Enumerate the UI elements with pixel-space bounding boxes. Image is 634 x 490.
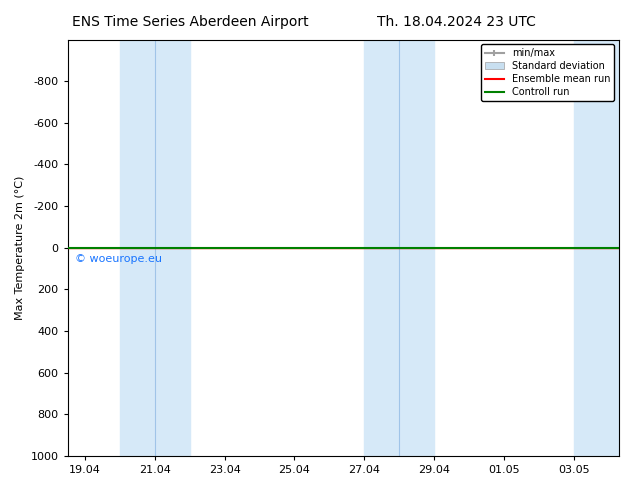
Legend: min/max, Standard deviation, Ensemble mean run, Controll run: min/max, Standard deviation, Ensemble me… [481, 45, 614, 101]
Bar [364, 40, 434, 456]
Text: Th. 18.04.2024 23 UTC: Th. 18.04.2024 23 UTC [377, 15, 536, 29]
Bar [574, 40, 619, 456]
Y-axis label: Max Temperature 2m (°C): Max Temperature 2m (°C) [15, 175, 25, 320]
Bar [120, 40, 190, 456]
Text: © woeurope.eu: © woeurope.eu [75, 254, 162, 264]
Text: ENS Time Series Aberdeen Airport: ENS Time Series Aberdeen Airport [72, 15, 309, 29]
